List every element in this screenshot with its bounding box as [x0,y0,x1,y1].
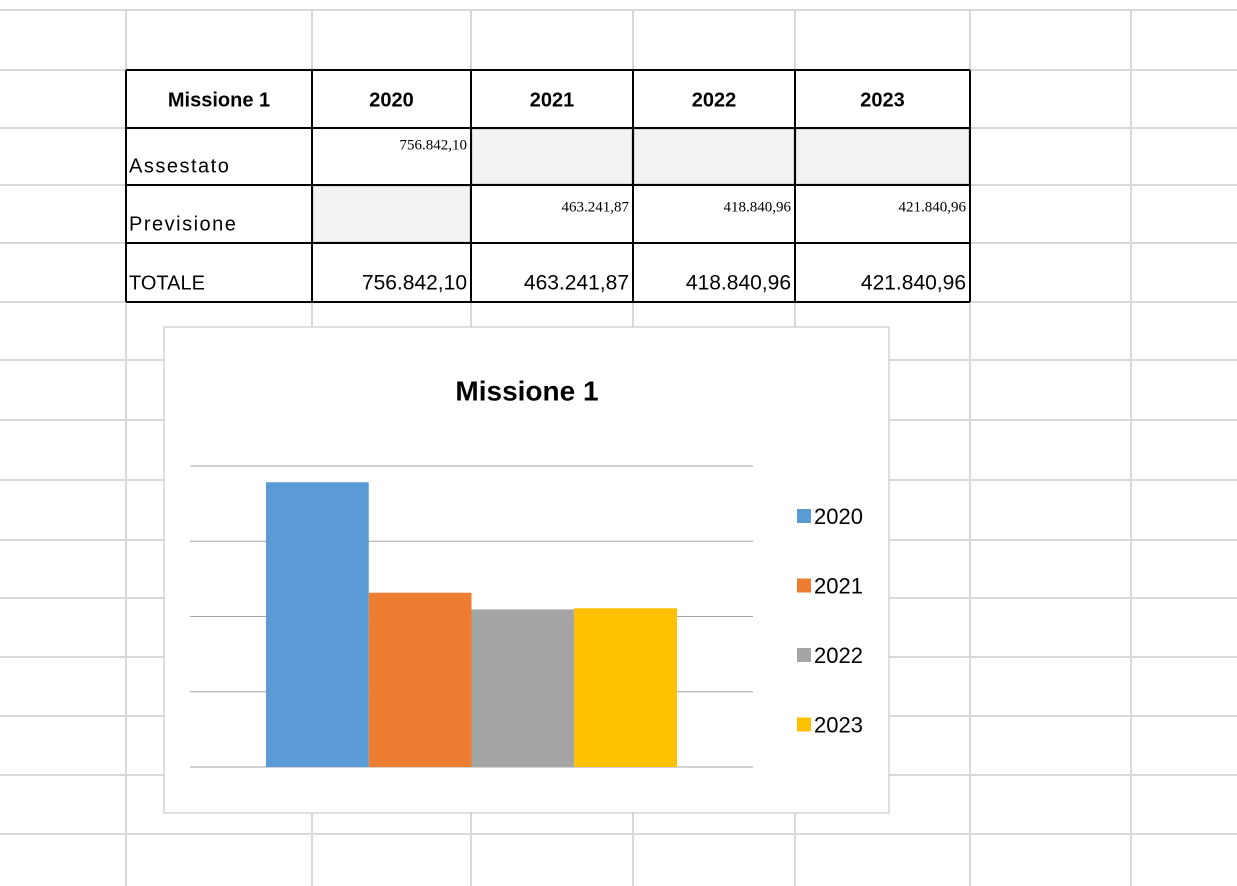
legend-swatch [797,648,811,662]
table-cell: Previsione [129,213,237,235]
table-cell: 418.840,96 [686,272,791,295]
header-cell: Missione 1 [168,89,270,111]
legend-label: 2021 [814,573,863,598]
header-cell: 2020 [369,89,414,111]
table-cell: 421.840,96 [861,272,966,295]
table-cell: 421.840,96 [899,199,967,215]
empty-cell [795,128,970,185]
chart-title: Missione 1 [455,375,598,406]
bar [574,608,677,767]
header-cell: 2021 [530,89,575,111]
empty-cell [633,128,795,185]
legend-swatch [797,717,811,732]
table-cell: 756.842,10 [400,137,468,153]
chart: 2020 2021 2022 2023 [190,465,863,768]
table-cell: 463.241,87 [562,199,630,215]
table-cell: Assestato [129,155,230,177]
header-cell: 2023 [860,89,905,111]
legend-label: 2022 [814,643,863,668]
bar [368,592,472,767]
bar [266,482,369,767]
table-cell: 463.241,87 [524,272,629,295]
table-cell: TOTALE [129,272,205,294]
legend-label: 2020 [814,504,863,529]
header-cell: 2022 [692,89,737,111]
legend-label: 2023 [814,712,863,737]
table-cell: 756.842,10 [362,272,467,295]
empty-cell [471,128,633,185]
legend-swatch [797,578,811,593]
legend-swatch [797,509,811,523]
table-cell: 418.840,96 [724,199,792,215]
table: Missione 1 2020 2021 2022 2023 Assestato 756.8… [125,69,971,303]
bar [471,609,575,767]
empty-cell [312,185,471,243]
